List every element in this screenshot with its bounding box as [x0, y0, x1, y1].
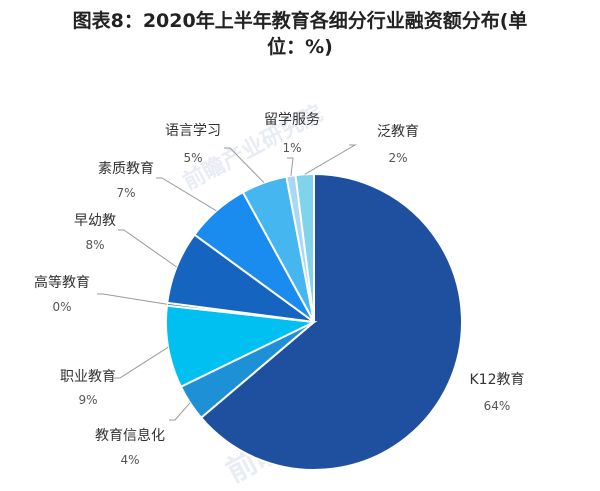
leader-line-3 [97, 293, 168, 305]
slice-label-7: 留学服务 [264, 112, 320, 128]
slice-label-1: 教育信息化 [95, 427, 165, 444]
slice-value-7: 1% [282, 141, 301, 155]
slice-value-3: 0% [52, 300, 71, 314]
slice-label-5: 素质教育 [98, 161, 154, 177]
chart-title: 图表8：2020年上半年教育各细分行业融资额分布(单 位：%) [0, 8, 600, 60]
slice-value-2: 9% [78, 393, 97, 407]
slice-label-2: 职业教育 [60, 369, 116, 385]
pie-slice-0 [199, 172, 463, 471]
slice-value-4: 8% [85, 238, 104, 252]
leader-line-6 [224, 147, 265, 184]
pie-slices [165, 172, 463, 471]
slice-value-1: 4% [120, 453, 139, 467]
slice-labels: K12教育 64% 教育信息化 4% 职业教育 9% 高等教育 0% 早幼教 8% 素质教育 7% 语言… [34, 112, 525, 467]
slice-value-6: 5% [183, 151, 202, 165]
slice-label-4: 早幼教 [74, 213, 116, 229]
slice-label-8: 泛教育 [377, 124, 419, 140]
leader-lines [97, 144, 357, 421]
slice-label-6: 语言学习 [165, 123, 221, 139]
leader-line-8 [304, 144, 357, 175]
leader-line-4 [118, 229, 177, 268]
leader-line-7 [287, 157, 294, 176]
slice-label-3: 高等教育 [34, 274, 90, 291]
leader-line-1 [169, 402, 191, 421]
slice-value-8: 2% [388, 151, 407, 165]
chart-title-line2: 位：%) [267, 36, 333, 58]
pie-slice-2 [165, 304, 318, 389]
slice-value-0: 64% [484, 399, 511, 413]
leader-line-2 [114, 346, 169, 379]
slice-value-5: 7% [116, 186, 135, 200]
chart-title-line1: 图表8：2020年上半年教育各细分行业融资额分布(单 [72, 10, 528, 32]
slice-label-0: K12教育 [470, 372, 525, 388]
leader-line-5 [156, 177, 217, 212]
